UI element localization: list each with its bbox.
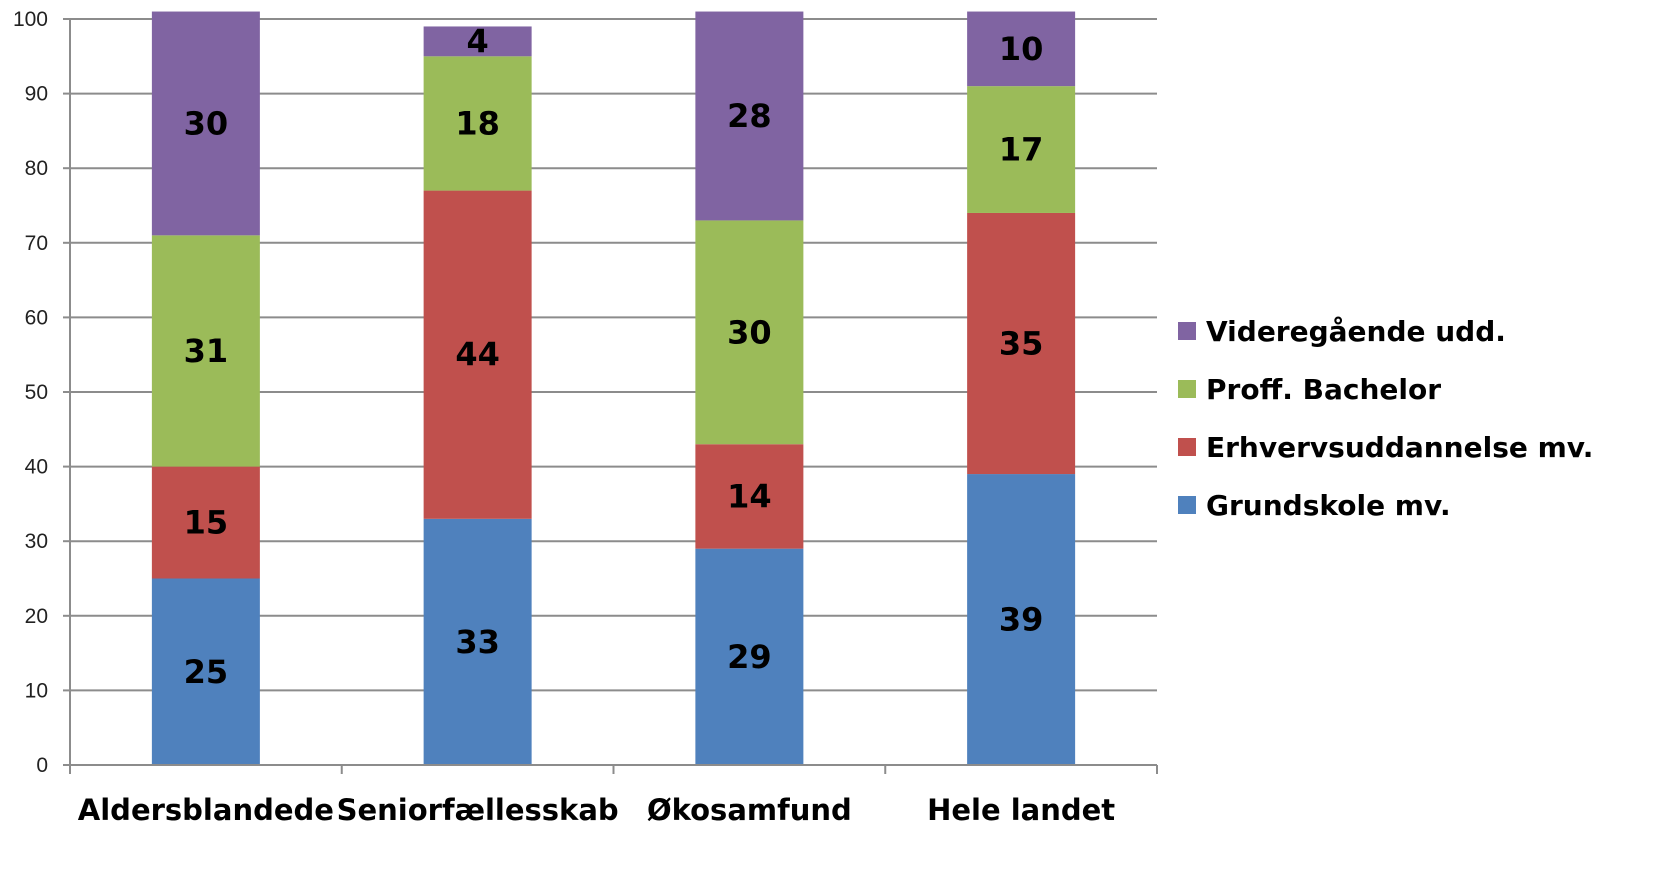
- data-label: 15: [184, 504, 229, 542]
- data-label: 4: [466, 22, 488, 60]
- legend-label: Erhvervsuddannelse mv.: [1206, 431, 1593, 464]
- y-tick-label: 20: [25, 605, 48, 628]
- legend: Videregående udd. Proff. Bachelor Erhvervs…: [1178, 315, 1593, 522]
- y-tick-label: 100: [13, 8, 48, 31]
- axes: 0 10 20 30 40 50 60 70 80 90 100 Aldersblandede Seni…: [13, 8, 1158, 827]
- bars: 25 15 31 30 33 44 18 4 29 14 30 28 39 35 17 10: [151, 11, 1076, 765]
- x-category-label: Økosamfund: [647, 793, 852, 827]
- legend-label: Grundskole mv.: [1206, 489, 1451, 522]
- data-label: 18: [455, 104, 500, 142]
- x-category-label: Aldersblandede: [78, 793, 334, 827]
- legend-swatch: [1178, 438, 1196, 456]
- data-label: 35: [999, 325, 1044, 363]
- bar-segment: [695, 11, 804, 221]
- bar-segment: [967, 212, 1076, 475]
- legend-label: Videregående udd.: [1206, 315, 1506, 348]
- legend-label: Proff. Bachelor: [1206, 373, 1441, 406]
- bar-segment: [967, 474, 1076, 765]
- bar-segment: [967, 11, 1076, 87]
- bar-segment: [151, 235, 260, 467]
- data-label: 14: [727, 477, 772, 515]
- x-category-label: Hele landet: [927, 793, 1115, 827]
- legend-swatch: [1178, 322, 1196, 340]
- data-label: 30: [727, 313, 772, 351]
- bar-segment: [423, 56, 532, 191]
- legend-swatch: [1178, 380, 1196, 398]
- data-label: 44: [455, 336, 500, 374]
- legend-swatch: [1178, 496, 1196, 514]
- y-tick-label: 40: [25, 456, 48, 479]
- bar-segment: [967, 86, 1076, 213]
- bar-segment: [151, 11, 260, 236]
- data-label: 33: [455, 623, 500, 661]
- bar-segment: [695, 548, 804, 765]
- y-tick-label: 70: [25, 232, 48, 255]
- bar-segment: [423, 26, 532, 57]
- bar-segment: [423, 190, 532, 519]
- y-tick-label: 80: [25, 157, 48, 180]
- data-label: 39: [999, 601, 1044, 639]
- y-tick-label: 0: [36, 754, 48, 777]
- y-tick-label: 30: [25, 530, 48, 553]
- data-label: 25: [184, 653, 229, 691]
- bar-segment: [151, 466, 260, 579]
- data-label: 30: [184, 104, 229, 142]
- bar-segment: [695, 444, 804, 549]
- data-label: 28: [727, 97, 772, 135]
- bar-segment: [423, 518, 532, 765]
- bar-segment: [695, 220, 804, 445]
- data-label: 29: [727, 638, 772, 676]
- y-tick-label: 10: [25, 679, 48, 702]
- data-label: 31: [184, 332, 229, 370]
- y-tick-label: 90: [25, 83, 48, 106]
- bar-segment: [151, 578, 260, 765]
- data-label: 10: [999, 30, 1044, 68]
- y-tick-label: 50: [25, 381, 48, 404]
- x-category-label: Seniorfællesskab: [337, 793, 619, 827]
- y-tick-label: 60: [25, 306, 48, 329]
- data-label: 17: [999, 131, 1044, 169]
